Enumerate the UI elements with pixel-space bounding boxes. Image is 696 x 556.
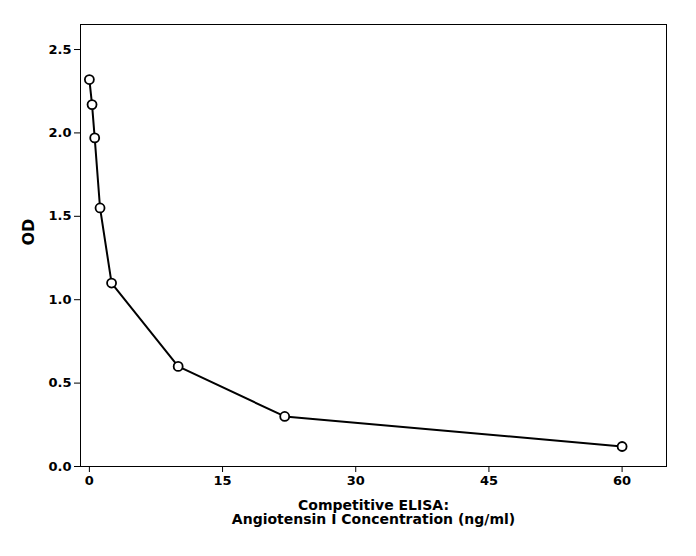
svg-text:2.0: 2.0 <box>48 125 71 140</box>
svg-text:OD: OD <box>19 219 38 246</box>
svg-text:1.5: 1.5 <box>48 208 71 223</box>
svg-text:15: 15 <box>214 473 232 488</box>
svg-text:0.0: 0.0 <box>48 459 71 474</box>
svg-text:2.5: 2.5 <box>48 42 71 57</box>
svg-text:1.0: 1.0 <box>48 292 71 307</box>
svg-text:60: 60 <box>613 473 631 488</box>
svg-text:45: 45 <box>480 473 498 488</box>
svg-text:0.5: 0.5 <box>48 375 71 390</box>
svg-text:Competitive ELISA:Angiotensin: Competitive ELISA:Angiotensin I Concentr… <box>232 497 515 527</box>
svg-text:0: 0 <box>85 473 94 488</box>
svg-text:30: 30 <box>347 473 365 488</box>
